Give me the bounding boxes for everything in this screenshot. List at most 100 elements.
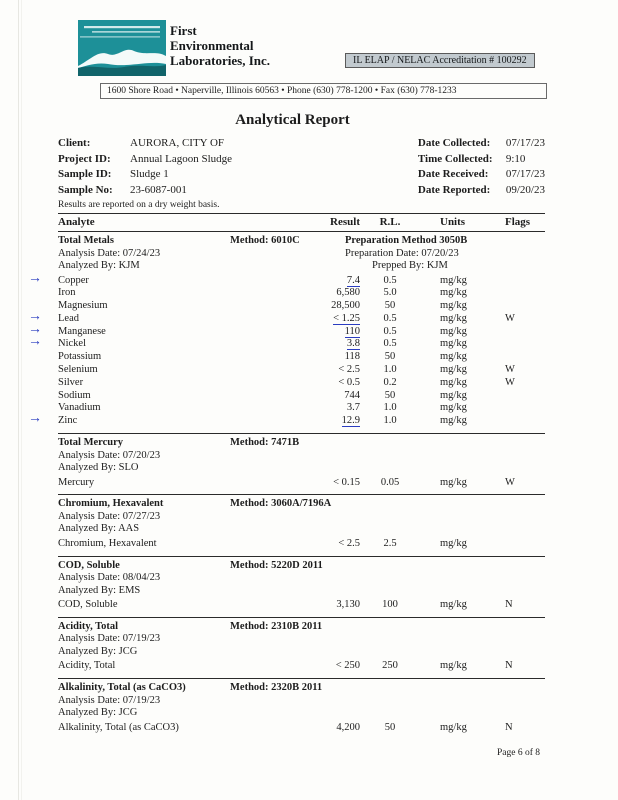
- units-value: mg/kg: [440, 287, 467, 299]
- analyte-name: Lead: [58, 312, 79, 324]
- section-analyzed-by: Analyzed By: SLO: [58, 462, 139, 474]
- sample-id-row: Sample ID: Sludge 1: [58, 167, 232, 183]
- flags-value: W: [505, 376, 515, 388]
- company-name-line: Laboratories, Inc.: [170, 53, 271, 68]
- report-header: First Environmental Laboratories, Inc. I…: [0, 0, 618, 110]
- report-section: COD, Soluble Method: 5220D 2011 Analysis…: [58, 555, 545, 617]
- analyte-row: → Nickel 3.8 0.5 mg/kg: [28, 335, 545, 351]
- section-header-line1: COD, Soluble Method: 5220D 2011: [58, 560, 545, 573]
- analyte-name: Nickel: [58, 338, 86, 350]
- rl-value: 0.5: [383, 325, 397, 337]
- analyte-name: Copper: [58, 274, 89, 286]
- result-value: 4,200: [336, 721, 360, 733]
- rl-value: 0.5: [383, 338, 397, 350]
- result-cell: < 0.15: [280, 477, 360, 490]
- sample-info-right: Date Collected: 07/17/23 Time Collected: 9…: [418, 136, 545, 198]
- section-method: Method: 7471B: [230, 437, 300, 449]
- section-rows: Alkalinity, Total (as CaCO3) 4,200 50 mg…: [58, 722, 545, 735]
- annotation-arrow-icon: →: [28, 321, 42, 337]
- report-section: Chromium, Hexavalent Method: 3060A/7196A…: [58, 494, 545, 555]
- result-cell: 12.9: [280, 415, 360, 428]
- date-collected-label: Date Collected:: [417, 137, 491, 149]
- section-method: Method: 2310B 2011: [230, 620, 323, 632]
- result-cell: 118: [280, 351, 360, 364]
- rl-value: 50: [384, 721, 396, 733]
- result-value: 3,130: [336, 599, 360, 611]
- rl-value: 1.0: [383, 402, 397, 414]
- client-row: Client: AURORA, CITY OF: [58, 136, 232, 152]
- section-header-line2: Analysis Date: 08/04/23: [58, 572, 545, 585]
- units-value: mg/kg: [440, 312, 467, 324]
- units-value: mg/kg: [440, 721, 467, 733]
- analyte-name: Zinc: [58, 415, 78, 427]
- annotation-arrow-icon: →: [28, 270, 42, 286]
- result-value: 3.7: [346, 402, 360, 414]
- column-header-units: Units: [440, 216, 466, 228]
- section-prepped-by: Prepped By: KJM: [372, 260, 448, 271]
- analyte-row: COD, Soluble 3,130 100 mg/kg N: [58, 599, 545, 612]
- section-header-line2: Analysis Date: 07/19/23: [58, 633, 545, 646]
- section-header-line3: Analyzed By: EMS: [58, 585, 545, 598]
- section-header-line1: Acidity, Total Method: 2310B 2011: [58, 621, 545, 634]
- units-value: mg/kg: [440, 351, 467, 363]
- section-rows: Chromium, Hexavalent < 2.5 2.5 mg/kg: [58, 538, 545, 551]
- analyte-name: Iron: [58, 287, 76, 299]
- section-title: COD, Soluble: [58, 559, 120, 571]
- section-analyzed-by: Analyzed By: AAS: [58, 523, 140, 535]
- result-cell: 110: [280, 325, 360, 339]
- flags-value: [505, 275, 535, 288]
- project-id-label: Project ID:: [58, 152, 111, 165]
- client-value: AURORA, CITY OF: [130, 137, 225, 149]
- sections: Total Metals Method: 6010C Preparation M…: [28, 232, 545, 740]
- section-title: Total Mercury: [58, 437, 124, 449]
- section-header-line3: Analyzed By: KJM Prepped By: KJM: [58, 260, 545, 273]
- flags-value: [505, 300, 535, 313]
- address-line: 1600 Shore Road • Naperville, Illinois 6…: [100, 83, 547, 99]
- result-value: 28,500: [331, 300, 360, 312]
- rl-value: 0.05: [380, 476, 400, 488]
- units-value: mg/kg: [440, 300, 467, 312]
- result-cell: < 1.25: [280, 312, 360, 326]
- page-number: Page 6 of 8: [497, 748, 541, 758]
- flags-value: N: [505, 599, 513, 611]
- rl-value: 250: [382, 660, 398, 672]
- analyte-name: Mercury: [58, 476, 95, 488]
- flags-value: [505, 538, 535, 551]
- section-header-line3: Analyzed By: JCG: [58, 646, 545, 659]
- analyte-row: Alkalinity, Total (as CaCO3) 4,200 50 mg…: [58, 722, 545, 735]
- section-method: Method: 3060A/7196A: [230, 498, 332, 510]
- company-name-line: Environmental: [170, 38, 254, 53]
- flags-value: [505, 287, 535, 300]
- section-analysis-date: Analysis Date: 07/19/23: [58, 694, 161, 706]
- analyte-name: Sodium: [58, 389, 91, 401]
- result-value: < 2.5: [338, 364, 360, 376]
- report-section: Alkalinity, Total (as CaCO3) Method: 232…: [58, 678, 545, 739]
- units-value: mg/kg: [440, 599, 467, 611]
- analyte-row: Potassium 118 50 mg/kg: [58, 351, 545, 364]
- sample-no-label: Sample No:: [58, 183, 113, 196]
- date-received-row: Date Received: 07/17/23: [418, 167, 545, 183]
- section-rows: → Copper 7.4 0.5 mg/kg Iron 6,580 5.0 mg…: [28, 271, 545, 429]
- analyte-name: Potassium: [58, 351, 102, 363]
- section-prep-method: Preparation Method 3050B: [345, 235, 468, 246]
- section-rows: Mercury < 0.15 0.05 mg/kg W: [58, 477, 545, 490]
- result-cell: 7.4: [280, 274, 360, 288]
- units-value: mg/kg: [440, 338, 467, 350]
- date-reported-row: Date Reported: 09/20/23: [418, 183, 545, 199]
- flags-value: N: [505, 721, 513, 733]
- time-collected-value: 9:10: [505, 152, 526, 165]
- result-cell: < 2.5: [280, 364, 360, 377]
- result-value: 118: [344, 351, 360, 363]
- date-reported-label: Date Reported:: [417, 183, 491, 196]
- rl-value: 2.5: [383, 537, 397, 549]
- column-header-analyte: Analyte: [58, 216, 95, 228]
- units-value: mg/kg: [440, 660, 467, 672]
- company-name: First Environmental Laboratories, Inc.: [170, 23, 270, 68]
- section-analyzed-by: Analyzed By: JCG: [58, 707, 138, 719]
- analyte-row: → Manganese 110 0.5 mg/kg: [28, 322, 545, 339]
- sample-id-value: Sludge 1: [130, 168, 169, 180]
- rl-value: 5.0: [383, 287, 397, 299]
- flags-value: [505, 390, 535, 403]
- rl-value: 1.0: [383, 364, 397, 376]
- analyte-name: Alkalinity, Total (as CaCO3): [58, 721, 179, 733]
